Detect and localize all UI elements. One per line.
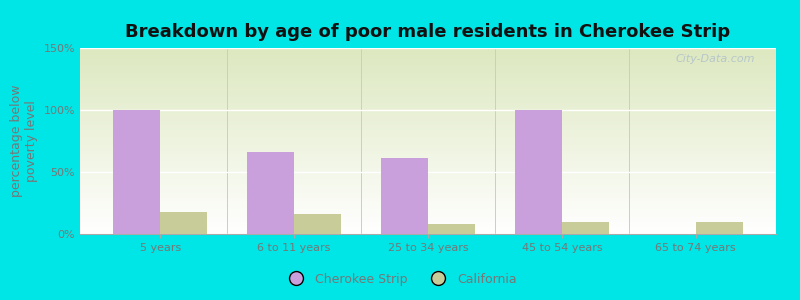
Bar <box>428 224 475 234</box>
Y-axis label: percentage below
poverty level: percentage below poverty level <box>10 85 38 197</box>
Bar <box>381 158 428 234</box>
Bar <box>294 214 341 234</box>
Bar <box>562 222 609 234</box>
Bar <box>114 110 160 234</box>
Bar <box>696 222 742 234</box>
Title: Breakdown by age of poor male residents in Cherokee Strip: Breakdown by age of poor male residents … <box>126 23 730 41</box>
Bar <box>247 152 294 234</box>
Text: City-Data.com: City-Data.com <box>676 54 755 64</box>
Bar <box>515 110 562 234</box>
Bar <box>160 212 207 234</box>
Legend: Cherokee Strip, California: Cherokee Strip, California <box>278 268 522 291</box>
